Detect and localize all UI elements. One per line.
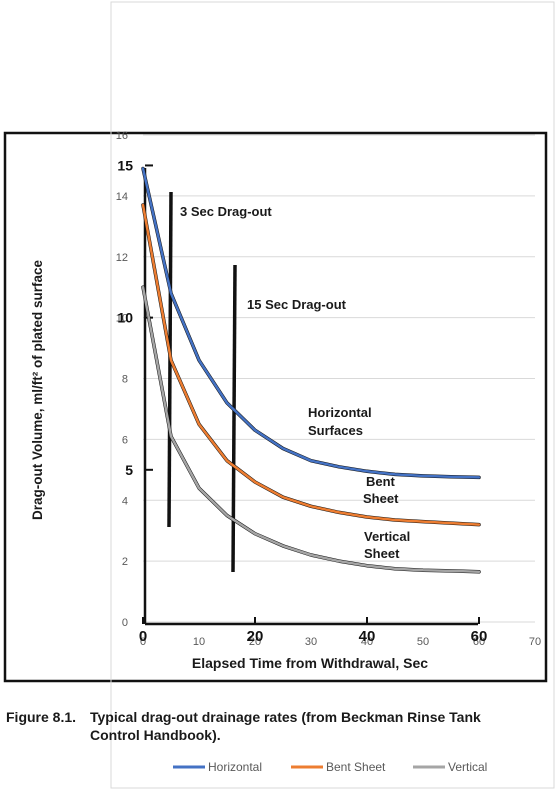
y-tick-label: 16 — [116, 130, 128, 142]
y-tick-label: 8 — [122, 374, 128, 386]
y-tick-label: 12 — [116, 252, 128, 264]
orig-y-tick-label: 15 — [117, 157, 133, 173]
annotation-15-sec: 15 Sec Drag-out — [247, 297, 347, 312]
series-line-horizontal — [141, 167, 481, 479]
legend-item-bent-sheet: Bent Sheet — [291, 760, 386, 774]
caption-label: Figure 8.1. — [6, 709, 76, 725]
orig-x-tick-label: 40 — [359, 628, 376, 645]
annotation-horizontal-1: Horizontal — [308, 405, 372, 420]
gridlines — [143, 134, 535, 623]
y-axis-title: Drag-out Volume, ml/ft² of plated surfac… — [30, 260, 45, 521]
x-axis-title: Elapsed Time from Withdrawal, Sec — [192, 655, 428, 671]
annotation-vertical-2: Sheet — [364, 546, 400, 561]
series-line-vertical — [141, 285, 481, 574]
annotation-bent-1: Bent — [366, 474, 396, 489]
figure-frame — [3, 131, 548, 683]
y-tick-label: 6 — [122, 434, 128, 446]
legend-item-vertical: Vertical — [413, 760, 487, 774]
y-tick-label: 14 — [116, 191, 128, 203]
legend-label-bent-sheet: Bent Sheet — [326, 760, 386, 774]
original-axes — [142, 164, 480, 626]
marker-15-sec — [231, 264, 237, 573]
x-tick-label: 10 — [193, 636, 205, 648]
orig-y-tick-label: 10 — [117, 310, 133, 326]
annotation-bent-2: Sheet — [363, 491, 399, 506]
series-line-bent-sheet — [141, 203, 481, 526]
legend-label-horizontal: Horizontal — [208, 760, 262, 774]
legend: Horizontal Bent Sheet Vertical — [173, 760, 487, 774]
y-tick-label: 0 — [122, 617, 128, 629]
y-tick-label: 4 — [122, 495, 128, 507]
y-tick-label: 10 — [116, 313, 128, 325]
y-tick-label: 2 — [122, 556, 128, 568]
plot-area-border — [110, 1, 555, 789]
orig-y-tick-label: 5 — [125, 462, 133, 478]
legend-label-vertical: Vertical — [448, 760, 487, 774]
legend-item-horizontal: Horizontal — [173, 760, 262, 774]
x-tick-label: 20 — [249, 636, 261, 648]
series-lines — [141, 166, 481, 574]
x-tick-label: 70 — [529, 636, 541, 648]
x-tick-label: 60 — [473, 636, 485, 648]
excel-tick-labels: 0 10 20 30 40 50 60 70 0 2 4 6 8 10 12 14 16 — [116, 130, 541, 648]
annotation-vertical-1: Vertical — [364, 529, 410, 544]
orig-x-tick-label: 20 — [247, 628, 264, 645]
x-tick-label: 40 — [361, 636, 373, 648]
annotation-3-sec: 3 Sec Drag-out — [180, 204, 272, 219]
x-tick-label: 50 — [417, 636, 429, 648]
x-tick-label: 30 — [305, 636, 317, 648]
orig-x-tick-label: 0 — [139, 628, 147, 645]
annotation-horizontal-2: Surfaces — [308, 423, 363, 438]
caption-line-1: Typical drag-out drainage rates (from Be… — [90, 709, 481, 725]
caption-line-2: Control Handbook). — [90, 727, 221, 743]
x-tick-label: 0 — [140, 636, 146, 648]
orig-x-tick-label: 60 — [471, 628, 488, 645]
